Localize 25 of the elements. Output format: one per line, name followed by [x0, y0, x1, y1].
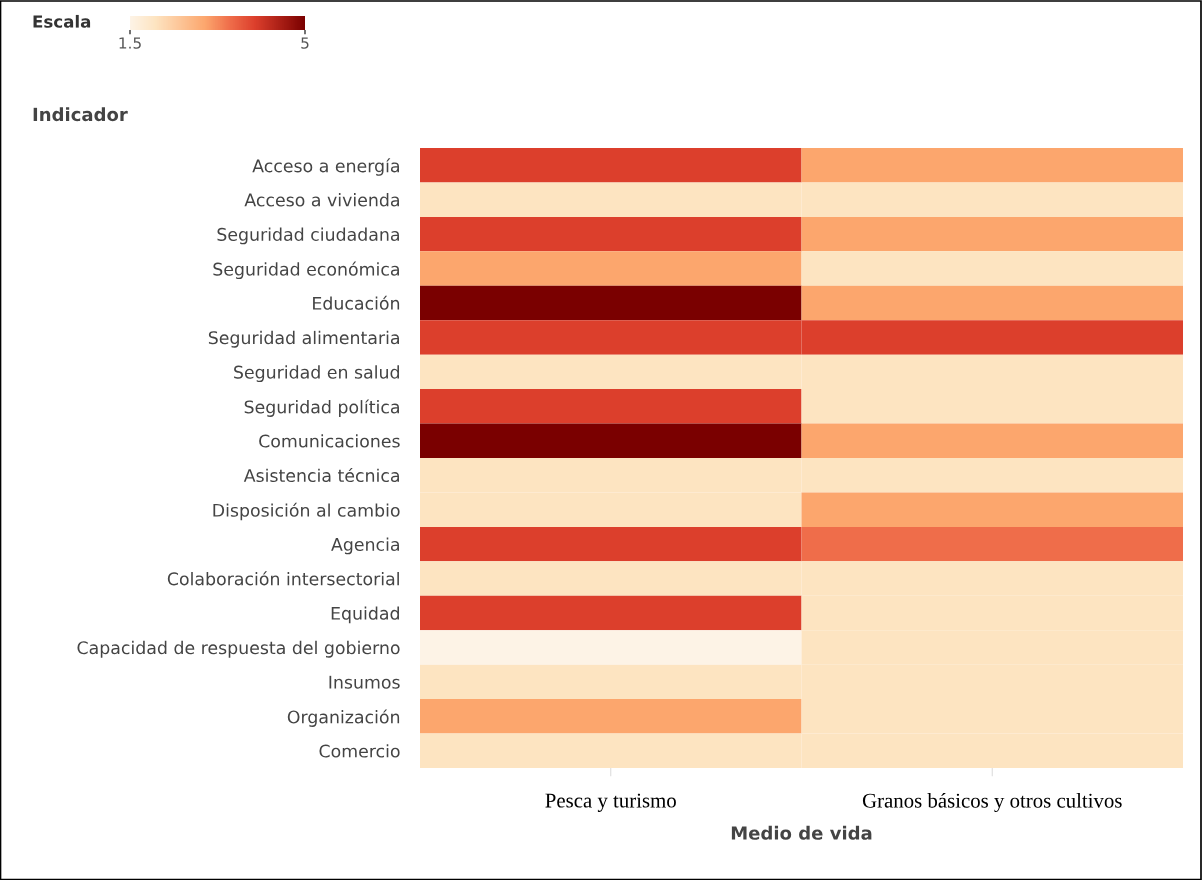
y-tick-label: Seguridad en salud	[234, 365, 399, 383]
color-bar-label: 5	[301, 37, 309, 49]
y-tick-label: Acceso a energía	[252, 158, 399, 176]
y-tick-label: Educación	[313, 295, 400, 310]
y-tick-label: Asistencia técnica	[243, 467, 399, 483]
y-tick-label: Seguridad alimentaria	[208, 330, 399, 348]
color-bar-label: 1.5	[119, 37, 141, 49]
y-tick-label: Organización	[287, 709, 400, 727]
y-tick-label: Comunicaciones	[259, 434, 400, 448]
y-tick-label: Seguridad política	[244, 399, 399, 417]
y-tick-label: Colaboración intersectorial	[167, 571, 399, 586]
y-tick-label: Insumos	[329, 675, 400, 689]
x-tick-label: Pesca y turismo	[545, 793, 676, 812]
y-tick-label: Seguridad económica	[213, 261, 399, 280]
color-bar-title: Escala	[33, 14, 91, 28]
y-tick-label: Disposición al cambio	[213, 502, 400, 521]
y-tick-label: Equidad	[331, 606, 399, 624]
y-tick-label: Capacidad de respuesta del gobierno	[77, 640, 400, 658]
x-axis-title: Medio de vida	[731, 825, 872, 840]
y-tick-label: Comercio	[319, 744, 400, 758]
x-tick-label: Granos básicos y otros cultivos	[862, 793, 1122, 812]
y-axis-title: Indicador	[33, 107, 128, 122]
y-tick-label: Agencia	[331, 537, 399, 555]
y-tick-label: Seguridad ciudadana	[217, 227, 399, 245]
y-tick-label: Acceso a vivienda	[244, 193, 399, 207]
